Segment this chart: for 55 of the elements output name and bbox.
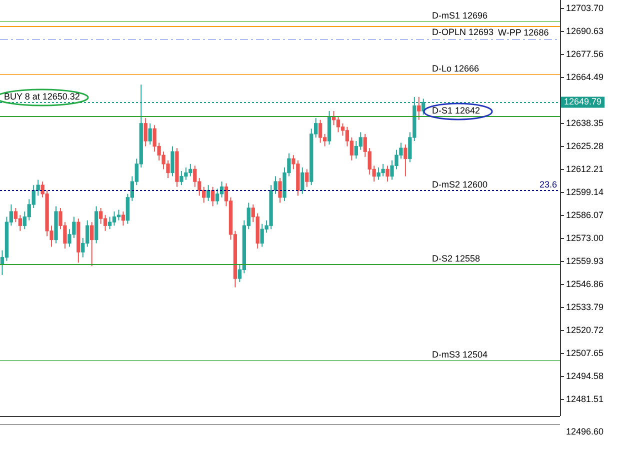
candlestick	[318, 119, 322, 144]
text: 12649.79	[564, 96, 602, 107]
y-tick-label: 12638.35	[566, 118, 604, 128]
ref-line-label: D-Lo 12666	[432, 63, 480, 74]
candlestick	[193, 165, 197, 188]
y-tick-label: 12494.58	[566, 370, 604, 381]
text: 12496.60	[566, 426, 604, 436]
candlestick	[417, 96, 421, 120]
y-tick-label: 12507.65	[566, 348, 604, 358]
ref-line-label: D-S1 12642	[432, 105, 480, 116]
candlestick	[144, 118, 148, 147]
y-tick-label: 12573.00	[566, 232, 604, 243]
candlestick	[112, 211, 116, 226]
candlestick	[404, 144, 408, 177]
candlestick	[215, 188, 220, 205]
ref-line-label: D-mS2 12600	[432, 179, 488, 190]
y-tick-label: 12703.70	[566, 2, 604, 13]
y-tick-label: 12664.49	[566, 72, 604, 82]
candlestick	[121, 211, 126, 226]
candlestick	[103, 214, 108, 232]
y-tick-label: 12599.14	[566, 186, 604, 197]
y-tick-label: 12690.63	[566, 26, 604, 36]
candlestick	[14, 208, 18, 223]
candlestick	[300, 166, 304, 194]
candlestick	[148, 122, 152, 146]
ref-line-label: D-mS3 12504	[432, 349, 488, 360]
y-tick-label: 12533.79	[566, 302, 604, 312]
y-tick-label: 12677.56	[566, 48, 604, 59]
ref-line-label: W-PP 12686	[498, 27, 549, 38]
candlestick	[210, 186, 215, 207]
candlestick	[278, 178, 282, 204]
ref-line-label: BUY 8 at 12650.32	[4, 91, 80, 102]
y-tick-label: 12612.21	[566, 164, 604, 174]
y-tick-label: 12586.07	[566, 210, 604, 220]
y-tick-label: 12559.93	[566, 256, 604, 266]
candlestick	[305, 168, 309, 188]
candlestick	[206, 184, 210, 202]
candlestick	[170, 146, 174, 177]
candlestick	[108, 216, 112, 230]
y-tick-label: 12546.86	[566, 278, 604, 289]
candlestick	[386, 165, 390, 182]
ref-line-label: D-S2 12558	[432, 253, 480, 264]
candlestick	[116, 209, 121, 221]
candlestick	[336, 116, 340, 133]
y-tick-label: 12625.28	[566, 140, 604, 151]
y-tick-label: 12481.51	[566, 394, 604, 404]
ref-line-label: D-mS1 12696	[432, 10, 488, 20]
candlestick	[90, 222, 94, 267]
candlestick	[18, 214, 22, 232]
candlestick	[202, 186, 206, 204]
ref-line-label: D-OPLN 12693	[432, 26, 494, 37]
y-tick-label: 12520.72	[566, 324, 604, 335]
annotation: 23.6	[539, 179, 557, 190]
candlestick	[98, 208, 103, 224]
candlestick	[274, 176, 278, 194]
